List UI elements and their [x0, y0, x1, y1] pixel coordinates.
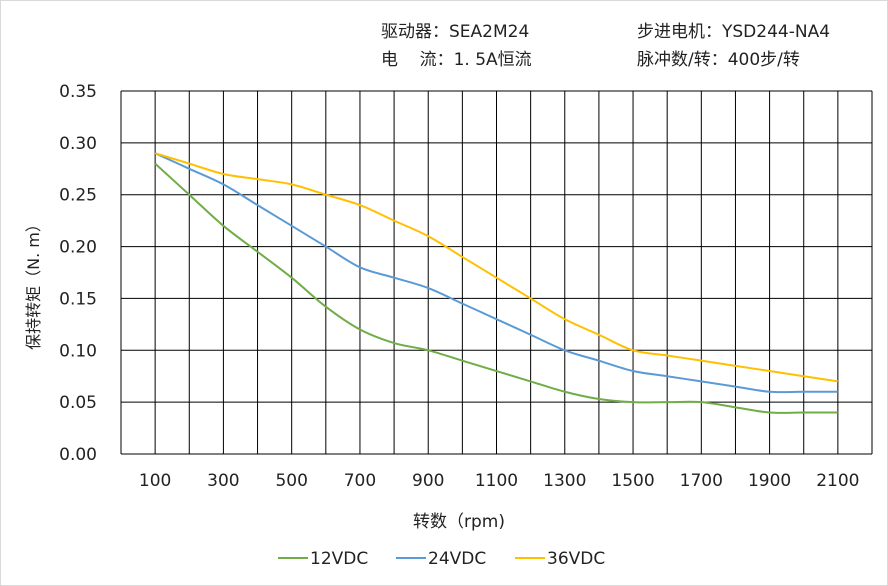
x-tick-label: 300: [207, 471, 239, 491]
y-tick-label: 0.30: [59, 134, 97, 154]
y-tick-label: 0.25: [59, 186, 97, 206]
legend-label-36VDC: 36VDC: [547, 549, 605, 569]
legend-label-12VDC: 12VDC: [310, 549, 368, 569]
current-label: 电 流：1. 5A恒流: [381, 50, 532, 70]
y-axis-label: 保持转矩（N. m）: [24, 216, 43, 350]
series-line-24VDC: [154, 152, 838, 394]
driver-label: 驱动器：SEA2M24: [381, 22, 530, 42]
motor-label: 步进电机：YSD244-NA4: [637, 22, 831, 42]
series-line-12VDC: [154, 162, 838, 414]
x-tick-label: 2100: [816, 471, 859, 491]
y-tick-label: 0.00: [59, 445, 97, 465]
x-tick-label: 500: [275, 471, 307, 491]
legend-label-24VDC: 24VDC: [428, 549, 486, 569]
y-tick-label: 0.35: [59, 82, 97, 102]
x-tick-label: 1500: [611, 471, 654, 491]
x-tick-label: 700: [344, 471, 376, 491]
x-tick-label: 1100: [475, 471, 518, 491]
x-tick-label: 1700: [680, 471, 723, 491]
x-tick-label: 1900: [748, 471, 791, 491]
y-tick-label: 0.10: [59, 341, 97, 361]
y-tick-label: 0.05: [59, 393, 97, 413]
y-tick-label: 0.15: [59, 289, 97, 309]
x-axis-label: 转数（rpm): [413, 512, 505, 532]
series-line-36VDC: [154, 152, 839, 383]
x-tick-label: 900: [412, 471, 444, 491]
pulses-label: 脉冲数/转：400步/转: [637, 50, 800, 70]
x-tick-label: 100: [139, 471, 171, 491]
y-tick-label: 0.20: [59, 238, 97, 258]
x-tick-label: 1300: [543, 471, 586, 491]
